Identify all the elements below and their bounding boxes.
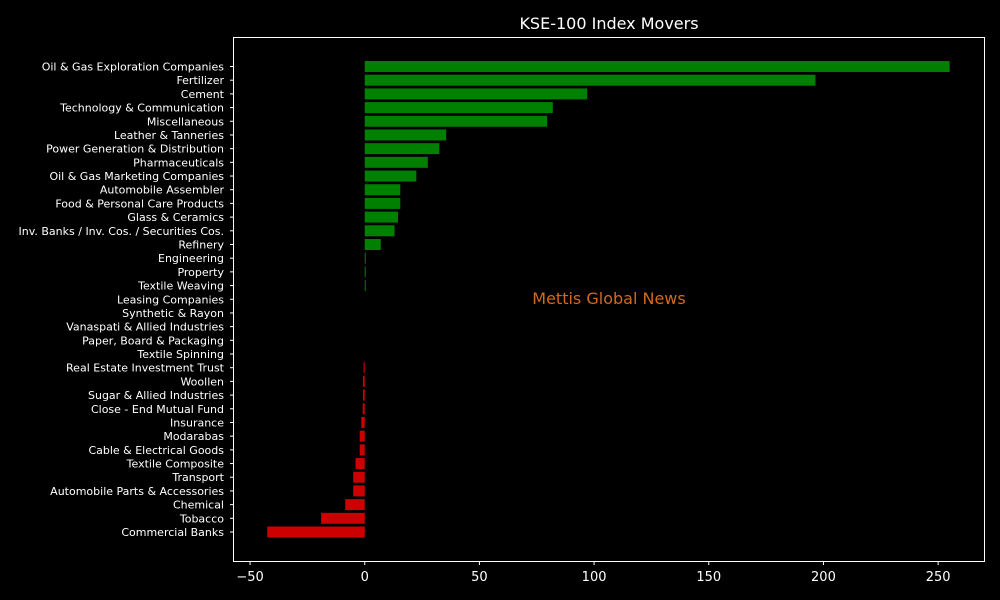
category-label: Miscellaneous <box>147 115 224 128</box>
category-label: Oil & Gas Exploration Companies <box>42 61 225 74</box>
category-label: Real Estate Investment Trust <box>66 362 225 375</box>
bar <box>353 471 365 483</box>
x-tick-label: 0 <box>361 570 369 585</box>
category-label: Synthetic & Rayon <box>122 307 224 320</box>
x-tick-label: 200 <box>811 570 836 585</box>
category-label: Insurance <box>170 416 224 429</box>
x-tick-label: 150 <box>696 570 721 585</box>
bar <box>364 61 950 72</box>
category-label: Close - End Mutual Fund <box>91 403 224 416</box>
category-label: Textile Weaving <box>137 280 224 293</box>
x-axis-ticks: −50 0 50 100 150 200 250 <box>236 561 951 585</box>
bar <box>362 403 365 415</box>
category-label: Transport <box>171 471 224 484</box>
category-label: Chemical <box>173 499 224 512</box>
category-label: Property <box>177 266 224 279</box>
bar <box>364 225 395 237</box>
category-label: Automobile Parts & Accessories <box>50 485 224 498</box>
category-label: Textile Spinning <box>136 348 224 361</box>
bar <box>321 512 365 524</box>
bar <box>363 362 365 374</box>
category-label: Power Generation & Distribution <box>46 143 224 156</box>
bar <box>362 389 365 401</box>
category-label: Modarabas <box>163 430 224 443</box>
watermark-text: Mettis Global News <box>532 289 685 308</box>
bar <box>361 416 365 428</box>
category-label: Pharmaceuticals <box>133 156 224 169</box>
category-label: Cable & Electrical Goods <box>88 444 224 457</box>
category-label: Textile Composite <box>126 458 225 471</box>
x-tick-label: 100 <box>582 570 607 585</box>
category-label: Automobile Assembler <box>100 184 225 197</box>
bar <box>267 526 365 538</box>
bar <box>359 444 365 456</box>
bar <box>362 375 365 387</box>
plot-frame <box>233 37 985 562</box>
bar <box>364 74 816 86</box>
category-label: Paper, Board & Packaging <box>82 334 224 347</box>
category-label: Cement <box>181 88 225 101</box>
bar <box>364 88 588 100</box>
category-label: Fertilizer <box>176 74 224 87</box>
bar <box>364 102 553 114</box>
chart-title: KSE-100 Index Movers <box>519 14 698 33</box>
category-label: Tobacco <box>179 512 224 525</box>
bar <box>364 184 401 196</box>
bar <box>345 499 365 511</box>
category-label: Food & Personal Care Products <box>55 197 224 210</box>
category-label: Engineering <box>158 252 224 265</box>
bar <box>364 129 447 141</box>
bar <box>364 170 417 182</box>
category-label: Oil & Gas Marketing Companies <box>49 170 224 183</box>
bar <box>359 430 365 442</box>
category-label: Technology & Communication <box>59 102 224 115</box>
bar <box>364 239 381 250</box>
x-tick-label: −50 <box>236 570 263 585</box>
category-labels: Oil & Gas Exploration CompaniesFertilize… <box>19 61 234 539</box>
bar <box>364 197 401 209</box>
bar <box>353 485 365 497</box>
category-label: Refinery <box>178 238 224 251</box>
category-label: Leasing Companies <box>117 293 224 306</box>
bar <box>364 115 548 127</box>
category-label: Sugar & Allied Industries <box>88 389 224 402</box>
x-tick-label: 250 <box>926 570 951 585</box>
bar <box>364 143 440 155</box>
category-label: Glass & Ceramics <box>127 211 224 224</box>
bars-group <box>267 61 950 538</box>
category-label: Woollen <box>180 375 224 388</box>
bar <box>364 252 366 264</box>
category-label: Inv. Banks / Inv. Cos. / Securities Cos. <box>19 225 224 238</box>
category-label: Vanaspati & Allied Industries <box>66 321 224 334</box>
bar <box>355 458 365 470</box>
bar <box>364 156 428 168</box>
category-label: Commercial Banks <box>121 526 224 539</box>
bar <box>364 266 366 278</box>
bar <box>364 280 366 292</box>
category-label: Leather & Tanneries <box>114 129 224 142</box>
bar <box>364 211 398 223</box>
x-tick-label: 50 <box>471 570 488 585</box>
